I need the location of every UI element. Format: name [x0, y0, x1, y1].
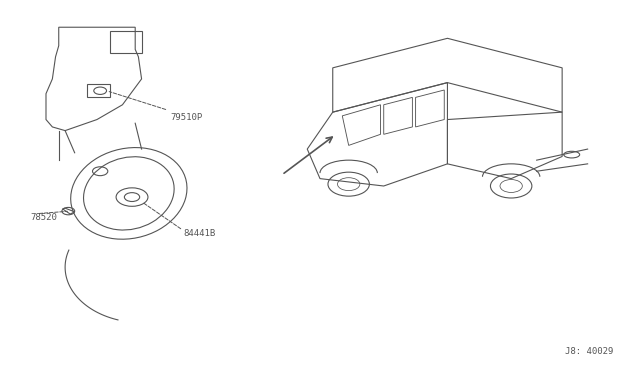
Text: 78520: 78520 [30, 213, 57, 222]
Text: 79510P: 79510P [170, 113, 202, 122]
Text: 84441B: 84441B [183, 230, 215, 238]
Text: J8: 40029: J8: 40029 [564, 347, 613, 356]
